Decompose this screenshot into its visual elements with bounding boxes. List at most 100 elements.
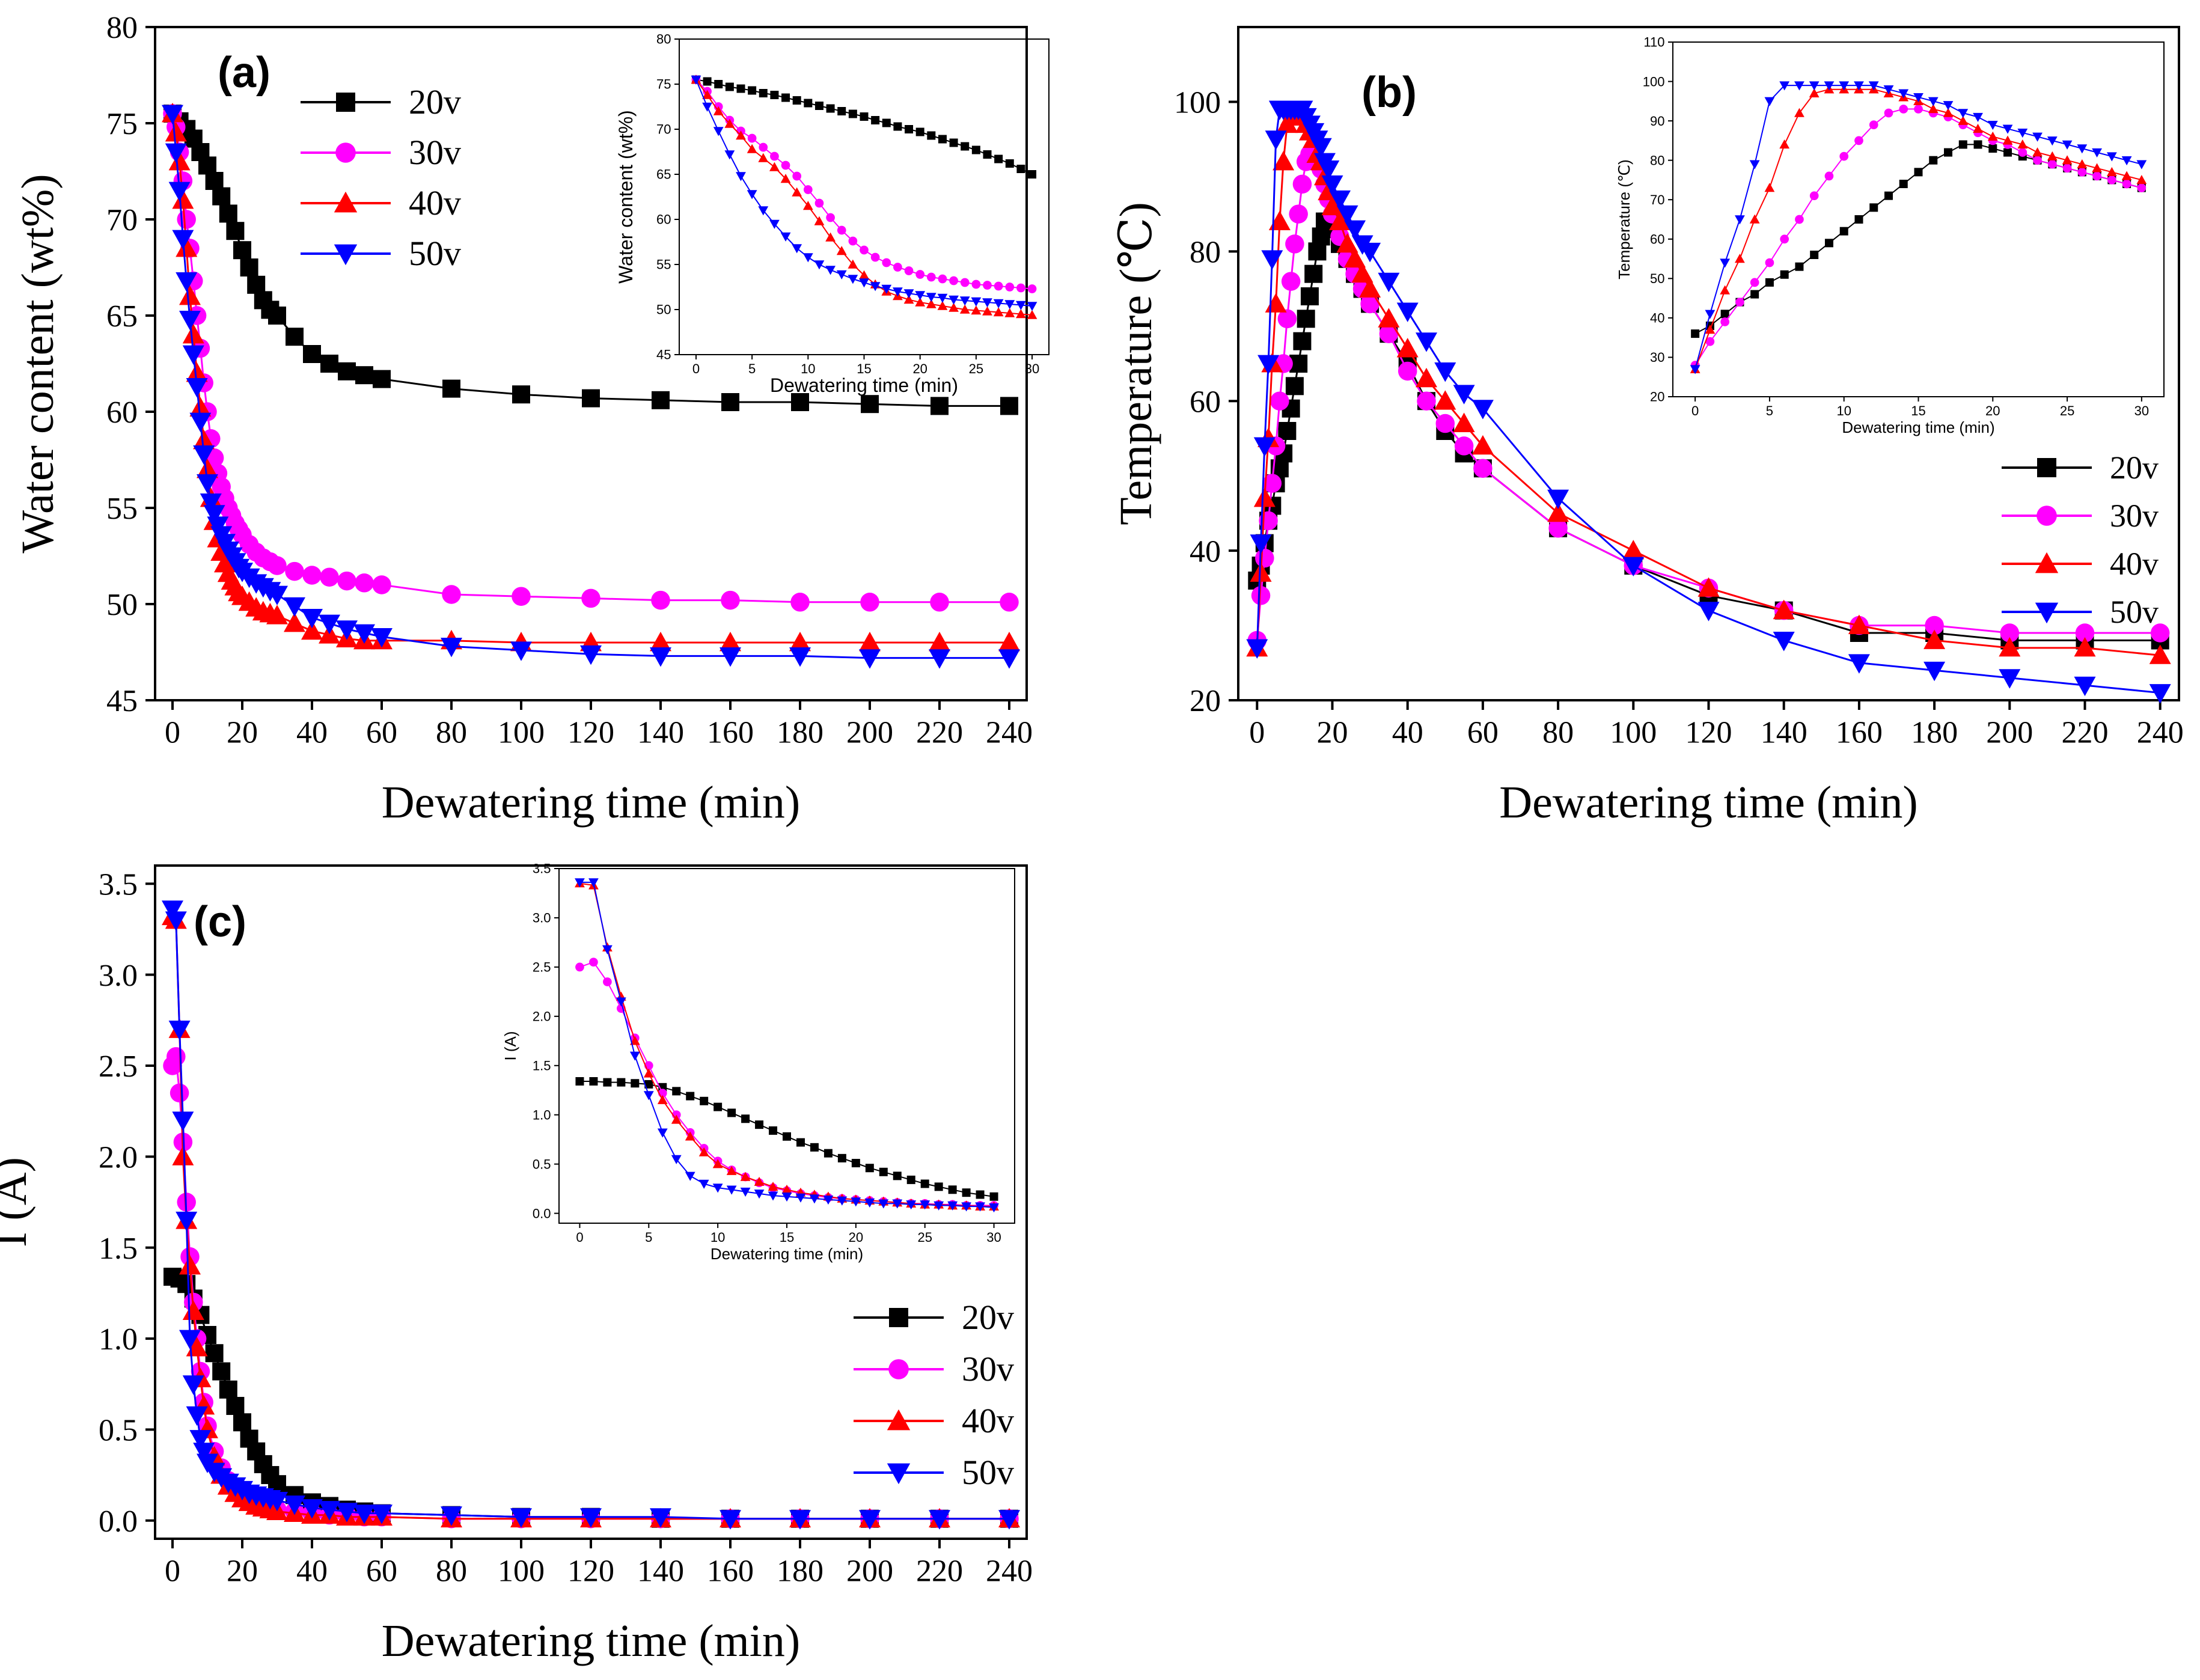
panel-b-inset-chart-series-20v-point bbox=[1839, 227, 1848, 236]
panel-a-inset-chart-series-30v-point bbox=[770, 151, 779, 161]
panel-b-inset-chart-series-20v-point bbox=[1899, 180, 1908, 188]
panel-b-inset-chart-series-30v-point bbox=[2018, 148, 2027, 157]
panel-c-inset-chart-series-20v-point bbox=[713, 1102, 723, 1111]
panel-b-main-chart-series-20v-point bbox=[1300, 287, 1319, 305]
panel-b-inset-chart-series-50v-point bbox=[1898, 89, 1909, 99]
panel-a-main-chart-series-20v-point bbox=[442, 379, 460, 398]
panel-b-main-chart-series-40v-point bbox=[1471, 435, 1494, 455]
panel-a-main-chart-series-50v-point bbox=[650, 647, 671, 667]
panel-b-inset-chart-series-50v-point bbox=[1690, 365, 1700, 374]
panel-a-main-chart-series-40v-point bbox=[165, 122, 187, 142]
panel-b-main-chart-series-40v-point bbox=[1923, 629, 1946, 649]
panel-b-main-chart-x-tick-label: 60 bbox=[1467, 716, 1499, 750]
panel-a-inset-chart-series-20v-point bbox=[792, 96, 801, 105]
panel-c-main-chart-y-tick-label: 0.0 bbox=[99, 1504, 138, 1539]
panel-b-inset-chart-series-50v-point bbox=[1883, 85, 1894, 95]
panel-a-main-chart-series-50v-point bbox=[189, 412, 212, 432]
panel-b-inset-chart-series-50v-point bbox=[1824, 81, 1835, 91]
panel-c-legend-entry-50v: 50v bbox=[854, 1453, 1014, 1492]
panel-b-main-chart: 0 20 40 60 80 100 120 140 160 180 200 220 2402040608… bbox=[1111, 26, 2184, 828]
panel-b-main-chart-series-50v-point bbox=[1359, 242, 1381, 263]
panel-b-inset-chart-series-40v-point bbox=[2017, 139, 2028, 149]
panel-a-main-chart-series-50v-point bbox=[284, 597, 305, 617]
panel-b-main-chart-series-40v-point bbox=[1344, 248, 1366, 268]
panel-c-inset-chart-series-50v-point bbox=[809, 1194, 820, 1204]
panel-b-inset-chart-series-30v-point bbox=[1809, 191, 1819, 201]
panel-c-legend-swatch-marker bbox=[887, 1409, 911, 1431]
panel-b-inset-chart-series-20v-point bbox=[1944, 148, 1953, 157]
panel-a-inset-chart-series-50v-point bbox=[836, 270, 847, 279]
panel-c-inset-chart-series-20v-point bbox=[769, 1126, 778, 1135]
panel-a-main-chart-x-tick-label: 60 bbox=[366, 716, 397, 750]
panel-b-main-chart-series-50v bbox=[1246, 100, 2171, 704]
panel-c-main-chart-series-20v-point bbox=[212, 1362, 231, 1381]
panel-c-main-chart-x-tick-label: 140 bbox=[637, 1554, 684, 1589]
panel-a-inset-chart-series-30v-point bbox=[893, 263, 902, 272]
panel-a-inset-chart-series-40v-point bbox=[724, 118, 735, 128]
panel-a-main-chart-series-40v-point bbox=[929, 632, 950, 652]
panel-c-main-chart-series-50v-point bbox=[193, 1443, 215, 1462]
panel-b-main-chart-series-30v-point bbox=[1398, 361, 1417, 381]
panel-c-inset-chart-series-30v-point bbox=[575, 962, 584, 972]
panel-a-inset-chart-series-40v-point bbox=[848, 259, 858, 269]
panel-a-inset-chart-series-30v-point bbox=[960, 278, 970, 287]
panel-b-inset-chart-series-50v-point bbox=[1794, 81, 1804, 91]
panel-c-main-chart-series-20v-point bbox=[226, 1397, 245, 1416]
panel-c-main-chart-x-tick-label: 160 bbox=[707, 1554, 754, 1589]
panel-a-main-chart-series-20v-point bbox=[268, 307, 286, 325]
panel-a-main-chart-x-tick-label: 140 bbox=[637, 716, 684, 750]
panel-b-inset-chart-series-50v-point bbox=[1764, 97, 1775, 106]
panel-a-inset-chart-series-30v-point bbox=[882, 258, 891, 267]
panel-a-inset-chart-series-50v-point bbox=[713, 127, 724, 136]
panel-b-inset-chart-series-20v-point bbox=[1958, 140, 1967, 149]
panel-a-inset-chart-series-50v-point bbox=[848, 275, 858, 284]
panel-a-inset-chart-series-30v-point bbox=[904, 266, 914, 275]
panel-b-main-chart-series-50v-point bbox=[1999, 669, 2021, 689]
panel-c-legend-swatch-marker bbox=[889, 1308, 908, 1327]
panel-a-main-chart-series-50v-point bbox=[193, 445, 215, 465]
panel-a-main-chart-series-50v-point bbox=[266, 585, 288, 605]
panel-c-main-chart-series-50v-point bbox=[441, 1506, 462, 1526]
panel-a-main-chart-series-40v-point bbox=[998, 632, 1020, 652]
panel-c-inset-chart-y-tick-label: 0.5 bbox=[533, 1156, 551, 1171]
panel-b-inset-chart-series-50v-point bbox=[1705, 310, 1716, 319]
panel-a-inset-chart-series-40v-point bbox=[713, 106, 724, 115]
panel-c-inset-chart-y-tick-label: 3.5 bbox=[533, 861, 551, 876]
panel-a-main-chart-series-20v-point bbox=[652, 391, 670, 409]
panel-a-inset-chart-series-20v-point bbox=[871, 116, 880, 124]
panel-c-inset-chart-series-40v-point bbox=[629, 1036, 640, 1045]
panel-a-main-chart-series-50v-point bbox=[789, 647, 811, 667]
panel-c-main-chart-series-50v-point bbox=[510, 1508, 532, 1528]
panel-c-inset-chart-series-20v-point bbox=[920, 1179, 929, 1188]
panel-a-inset-chart-series-40v-point bbox=[993, 307, 1004, 317]
panel-a-main-chart-series-50v-point bbox=[859, 649, 881, 669]
panel-b-main-chart-y-tick-label: 100 bbox=[1174, 86, 1221, 120]
panel-c-inset-chart-series-50v-point bbox=[892, 1199, 903, 1209]
panel-b-inset-chart-series-20v-point bbox=[1988, 144, 1997, 153]
panel-b-inset-chart-series-20v-point bbox=[1750, 290, 1759, 299]
panel-b-main-chart-x-tick-label: 0 bbox=[1249, 716, 1265, 750]
panel-b-main-chart-series-40v-point bbox=[1329, 210, 1351, 230]
panel-a-legend-entry-30v: 30v bbox=[301, 133, 461, 172]
panel-b-main-chart-series-50v-point bbox=[1848, 654, 1870, 674]
panel-b-legend-entry-label: 30v bbox=[2110, 498, 2159, 534]
panel-a-main-chart-series-50v-point bbox=[998, 649, 1020, 669]
panel-b-inset-chart-series-40v-point bbox=[1764, 183, 1775, 192]
panel-a-main-chart-x-tick-label: 20 bbox=[227, 716, 258, 750]
panel-a-inset-chart-series-20v-point bbox=[915, 127, 924, 136]
panel-b-inset-chart-series-40v-point bbox=[2002, 135, 2013, 145]
panel-c-inset-chart-series-50v-point bbox=[671, 1155, 682, 1164]
panel-c-main-chart-series-50v-point bbox=[301, 1499, 323, 1519]
panel-a-main-chart-series-30v-point bbox=[721, 590, 740, 610]
panel-b-inset-chart-series-20v-point bbox=[1824, 239, 1833, 248]
panel-c-inset-chart-series-40v-point bbox=[768, 1181, 778, 1191]
panel-a-inset-chart-series-30v-point bbox=[781, 160, 790, 170]
panel-b-inset-chart-series-20v-point bbox=[1691, 329, 1700, 338]
panel-a-main-chart-x-tick-label: 100 bbox=[498, 716, 545, 750]
panel-c-main-chart-series-50v-point bbox=[162, 900, 183, 920]
panel-a-main-chart-series-30v-point bbox=[651, 590, 670, 610]
panel-a-main-chart-series-30v-point bbox=[512, 587, 531, 606]
panel-b-main-chart-series-40v-point bbox=[1268, 210, 1291, 230]
panel-a-main-chart-series-30v-point bbox=[442, 585, 461, 604]
panel-a-inset-chart-series-20v-point bbox=[781, 93, 790, 102]
